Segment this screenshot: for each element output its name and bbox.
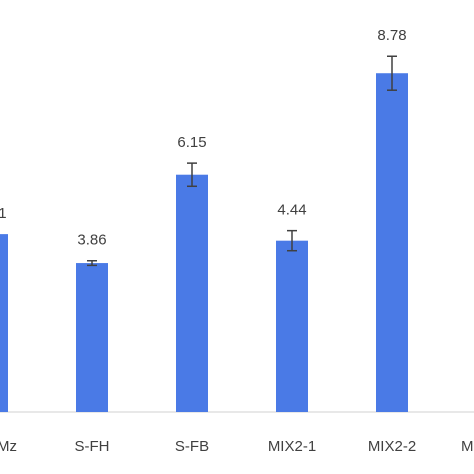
x-tick-label: S-FB (175, 438, 209, 455)
x-tick-label: MIX2-2 (368, 438, 416, 455)
value-label: 4.44 (277, 202, 306, 219)
value-label: 8.78 (377, 27, 406, 44)
bar (76, 263, 108, 412)
bar (376, 73, 408, 413)
x-tick-label: M (461, 438, 474, 455)
x-tick-label: S-FH (75, 438, 110, 455)
value-label: 4.61 (0, 205, 7, 222)
x-tick-label: MIX2-1 (268, 438, 316, 455)
x-tick-label: Mz (0, 438, 17, 455)
bar (276, 240, 308, 412)
value-label: 3.86 (77, 232, 106, 249)
bar (0, 234, 8, 412)
value-label: 6.15 (177, 134, 206, 151)
bar (176, 174, 208, 412)
